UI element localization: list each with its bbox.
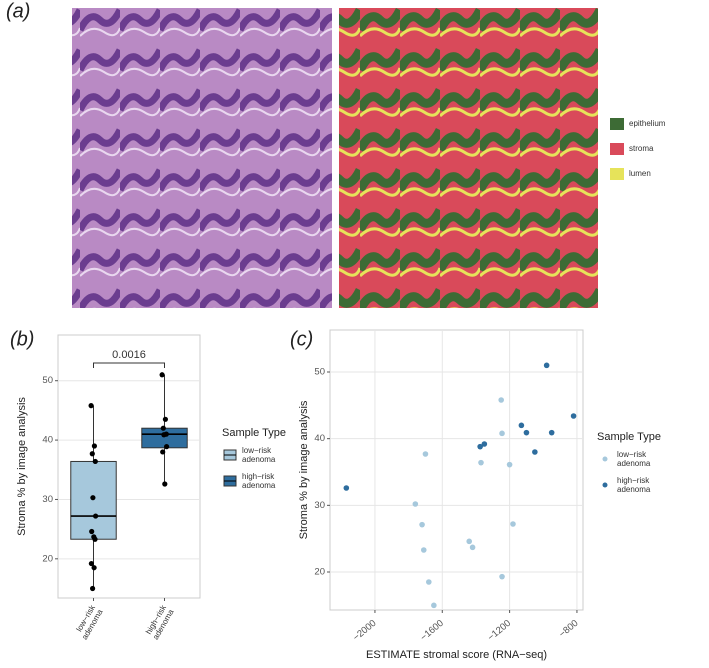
- y-tick-label: 40: [314, 433, 325, 444]
- point: [159, 372, 165, 378]
- y-tick-label: 30: [42, 494, 53, 505]
- point: [518, 422, 525, 429]
- box: [70, 460, 117, 540]
- y-tick-label: 40: [42, 435, 53, 446]
- point: [91, 443, 97, 449]
- point: [162, 416, 168, 422]
- point: [469, 544, 476, 551]
- legend-title: Sample Type: [597, 431, 661, 443]
- y-tick-label: 30: [314, 500, 325, 511]
- point: [506, 461, 513, 468]
- point: [548, 429, 555, 436]
- annotation: 0.0016: [112, 349, 146, 361]
- legend-label: low−risk adenoma: [617, 450, 651, 468]
- point: [88, 403, 94, 409]
- legend-label: stroma: [629, 144, 654, 153]
- legend-label: lumen: [629, 169, 651, 178]
- point: [478, 459, 484, 466]
- point: [90, 585, 96, 592]
- y-axis-title: Stroma % by image analysis: [16, 397, 28, 536]
- legend-swatch: [610, 143, 624, 155]
- legend-title: Sample Type: [222, 427, 286, 439]
- point: [420, 547, 427, 553]
- histology-image: [72, 8, 332, 308]
- point: [92, 536, 98, 542]
- point: [481, 441, 488, 447]
- plot-area: [329, 329, 584, 611]
- legend-swatch: [610, 168, 624, 180]
- x-axis-title: ESTIMATE stromal score (RNA−seq): [366, 649, 547, 661]
- panel-label: (a): [6, 0, 30, 22]
- point: [90, 495, 96, 501]
- y-tick-label: 50: [314, 367, 325, 378]
- point: [543, 362, 550, 369]
- point: [93, 513, 99, 519]
- point: [466, 538, 473, 545]
- panel-label: (c): [290, 328, 313, 350]
- point: [164, 444, 170, 450]
- point: [91, 565, 97, 571]
- point: [422, 451, 429, 457]
- point: [88, 560, 94, 567]
- significance-bracket: [93, 362, 165, 368]
- point: [570, 413, 577, 419]
- point: [523, 429, 530, 436]
- y-tick-label: 20: [42, 553, 53, 564]
- point: [510, 521, 516, 527]
- point: [161, 432, 167, 438]
- point: [343, 485, 350, 491]
- legend-swatch: [610, 118, 624, 130]
- point: [160, 449, 166, 455]
- legend-label: high−risk adenoma: [242, 472, 276, 490]
- point: [162, 481, 168, 487]
- legend-label: epithelium: [629, 119, 666, 128]
- point: [532, 449, 538, 455]
- legend-key: [602, 456, 608, 462]
- point: [89, 451, 95, 457]
- point: [160, 425, 166, 431]
- legend-label: high−risk adenoma: [617, 476, 651, 494]
- point: [431, 602, 437, 609]
- segmentation-image: [339, 8, 598, 308]
- point: [477, 443, 483, 450]
- point: [499, 573, 505, 580]
- y-axis-title: Stroma % by image analysis: [298, 400, 310, 539]
- point: [89, 528, 95, 535]
- y-tick-label: 20: [314, 567, 325, 578]
- panel-label: (b): [10, 328, 34, 350]
- legend-label: low−risk adenoma: [242, 446, 276, 464]
- point: [499, 430, 505, 437]
- point: [412, 501, 419, 507]
- point: [426, 579, 432, 585]
- legend-key: [602, 482, 608, 488]
- point: [92, 458, 98, 465]
- point: [498, 397, 504, 403]
- point: [419, 521, 425, 528]
- box: [141, 427, 188, 449]
- y-tick-label: 50: [42, 375, 53, 386]
